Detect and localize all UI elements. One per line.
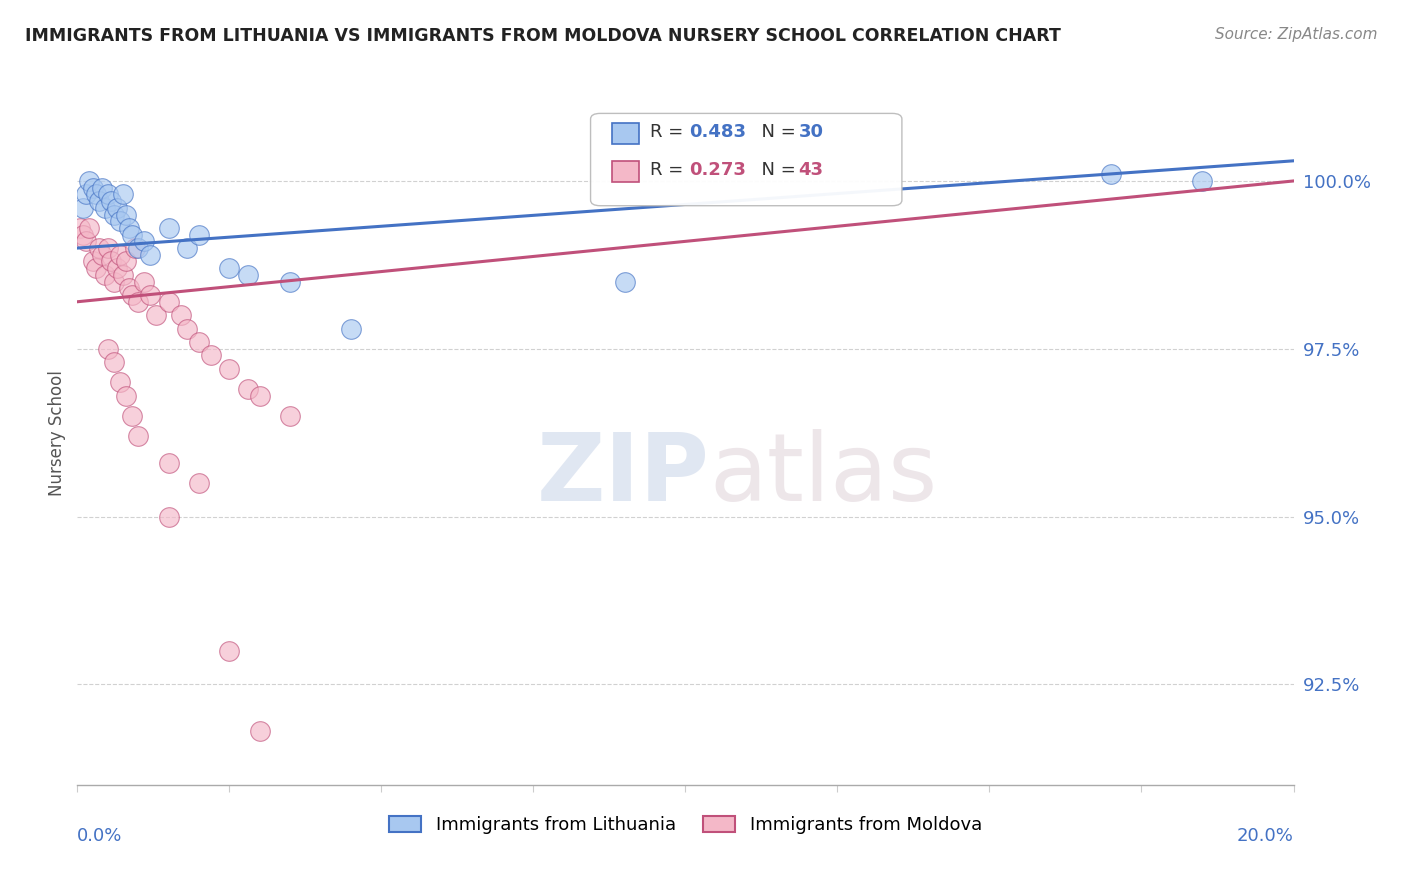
Point: [115, 254, 138, 268]
Point: [75, 187, 97, 202]
Text: IMMIGRANTS FROM LITHUANIA VS IMMIGRANTS FROM MOLDOVA NURSERY SCHOOL CORRELATION : IMMIGRANTS FROM LITHUANIA VS IMMIGRANTS …: [25, 27, 1062, 45]
Point: [97, 187, 120, 202]
Point: [103, 355, 125, 369]
Point: [105, 261, 128, 276]
Point: [84, 187, 107, 202]
Text: ZIP: ZIP: [537, 429, 710, 521]
Point: [115, 389, 138, 403]
Point: [200, 348, 222, 362]
Point: [87, 194, 110, 208]
Point: [108, 248, 131, 262]
Point: [108, 376, 131, 390]
Point: [90, 180, 112, 194]
Point: [84, 261, 107, 276]
Point: [176, 241, 198, 255]
Point: [72, 227, 94, 242]
FancyBboxPatch shape: [591, 113, 901, 206]
Point: [97, 342, 120, 356]
Point: [82, 180, 104, 194]
Text: 43: 43: [799, 161, 824, 179]
Point: [100, 254, 122, 268]
Legend: Immigrants from Lithuania, Immigrants from Moldova: Immigrants from Lithuania, Immigrants fr…: [380, 806, 991, 843]
Point: [188, 475, 211, 490]
Point: [79, 174, 101, 188]
Point: [139, 248, 162, 262]
Point: [139, 288, 162, 302]
Text: 0.0%: 0.0%: [77, 827, 122, 846]
Point: [218, 362, 240, 376]
Point: [218, 644, 240, 658]
Point: [278, 409, 301, 423]
Text: N =: N =: [749, 123, 801, 141]
Text: 0.483: 0.483: [689, 123, 747, 141]
Point: [111, 268, 134, 282]
Text: atlas: atlas: [710, 429, 938, 521]
Point: [613, 275, 636, 289]
Point: [170, 308, 193, 322]
Point: [127, 294, 149, 309]
Point: [79, 221, 101, 235]
Point: [121, 409, 143, 423]
Point: [93, 201, 115, 215]
Point: [145, 308, 167, 322]
Point: [72, 201, 94, 215]
Point: [249, 389, 271, 403]
Point: [134, 275, 156, 289]
Point: [176, 321, 198, 335]
Point: [100, 194, 122, 208]
Point: [134, 235, 156, 249]
Point: [127, 241, 149, 255]
Point: [118, 281, 141, 295]
Text: Source: ZipAtlas.com: Source: ZipAtlas.com: [1215, 27, 1378, 42]
Point: [278, 275, 301, 289]
Point: [340, 321, 363, 335]
Text: 0.273: 0.273: [689, 161, 747, 179]
Point: [1099, 167, 1122, 181]
Point: [111, 187, 134, 202]
Point: [97, 241, 120, 255]
Point: [157, 509, 180, 524]
Text: 20.0%: 20.0%: [1237, 827, 1294, 846]
Point: [118, 221, 141, 235]
Point: [103, 275, 125, 289]
Point: [108, 214, 131, 228]
Point: [103, 207, 125, 221]
FancyBboxPatch shape: [613, 161, 640, 183]
Text: R =: R =: [650, 123, 689, 141]
Point: [82, 254, 104, 268]
Point: [157, 221, 180, 235]
Point: [121, 227, 143, 242]
Point: [105, 201, 128, 215]
Point: [236, 382, 259, 396]
Point: [157, 294, 180, 309]
Point: [249, 724, 271, 739]
Point: [188, 334, 211, 349]
Point: [93, 268, 115, 282]
Point: [1191, 174, 1213, 188]
Point: [121, 288, 143, 302]
Point: [236, 268, 259, 282]
Point: [115, 207, 138, 221]
Y-axis label: Nursery School: Nursery School: [48, 369, 66, 496]
Point: [157, 456, 180, 470]
Point: [75, 235, 97, 249]
Point: [90, 248, 112, 262]
Point: [218, 261, 240, 276]
Point: [69, 221, 91, 235]
FancyBboxPatch shape: [613, 122, 640, 144]
Text: N =: N =: [749, 161, 801, 179]
Point: [87, 241, 110, 255]
Point: [127, 429, 149, 443]
Point: [124, 241, 146, 255]
Text: R =: R =: [650, 161, 689, 179]
Text: 30: 30: [799, 123, 824, 141]
Point: [188, 227, 211, 242]
